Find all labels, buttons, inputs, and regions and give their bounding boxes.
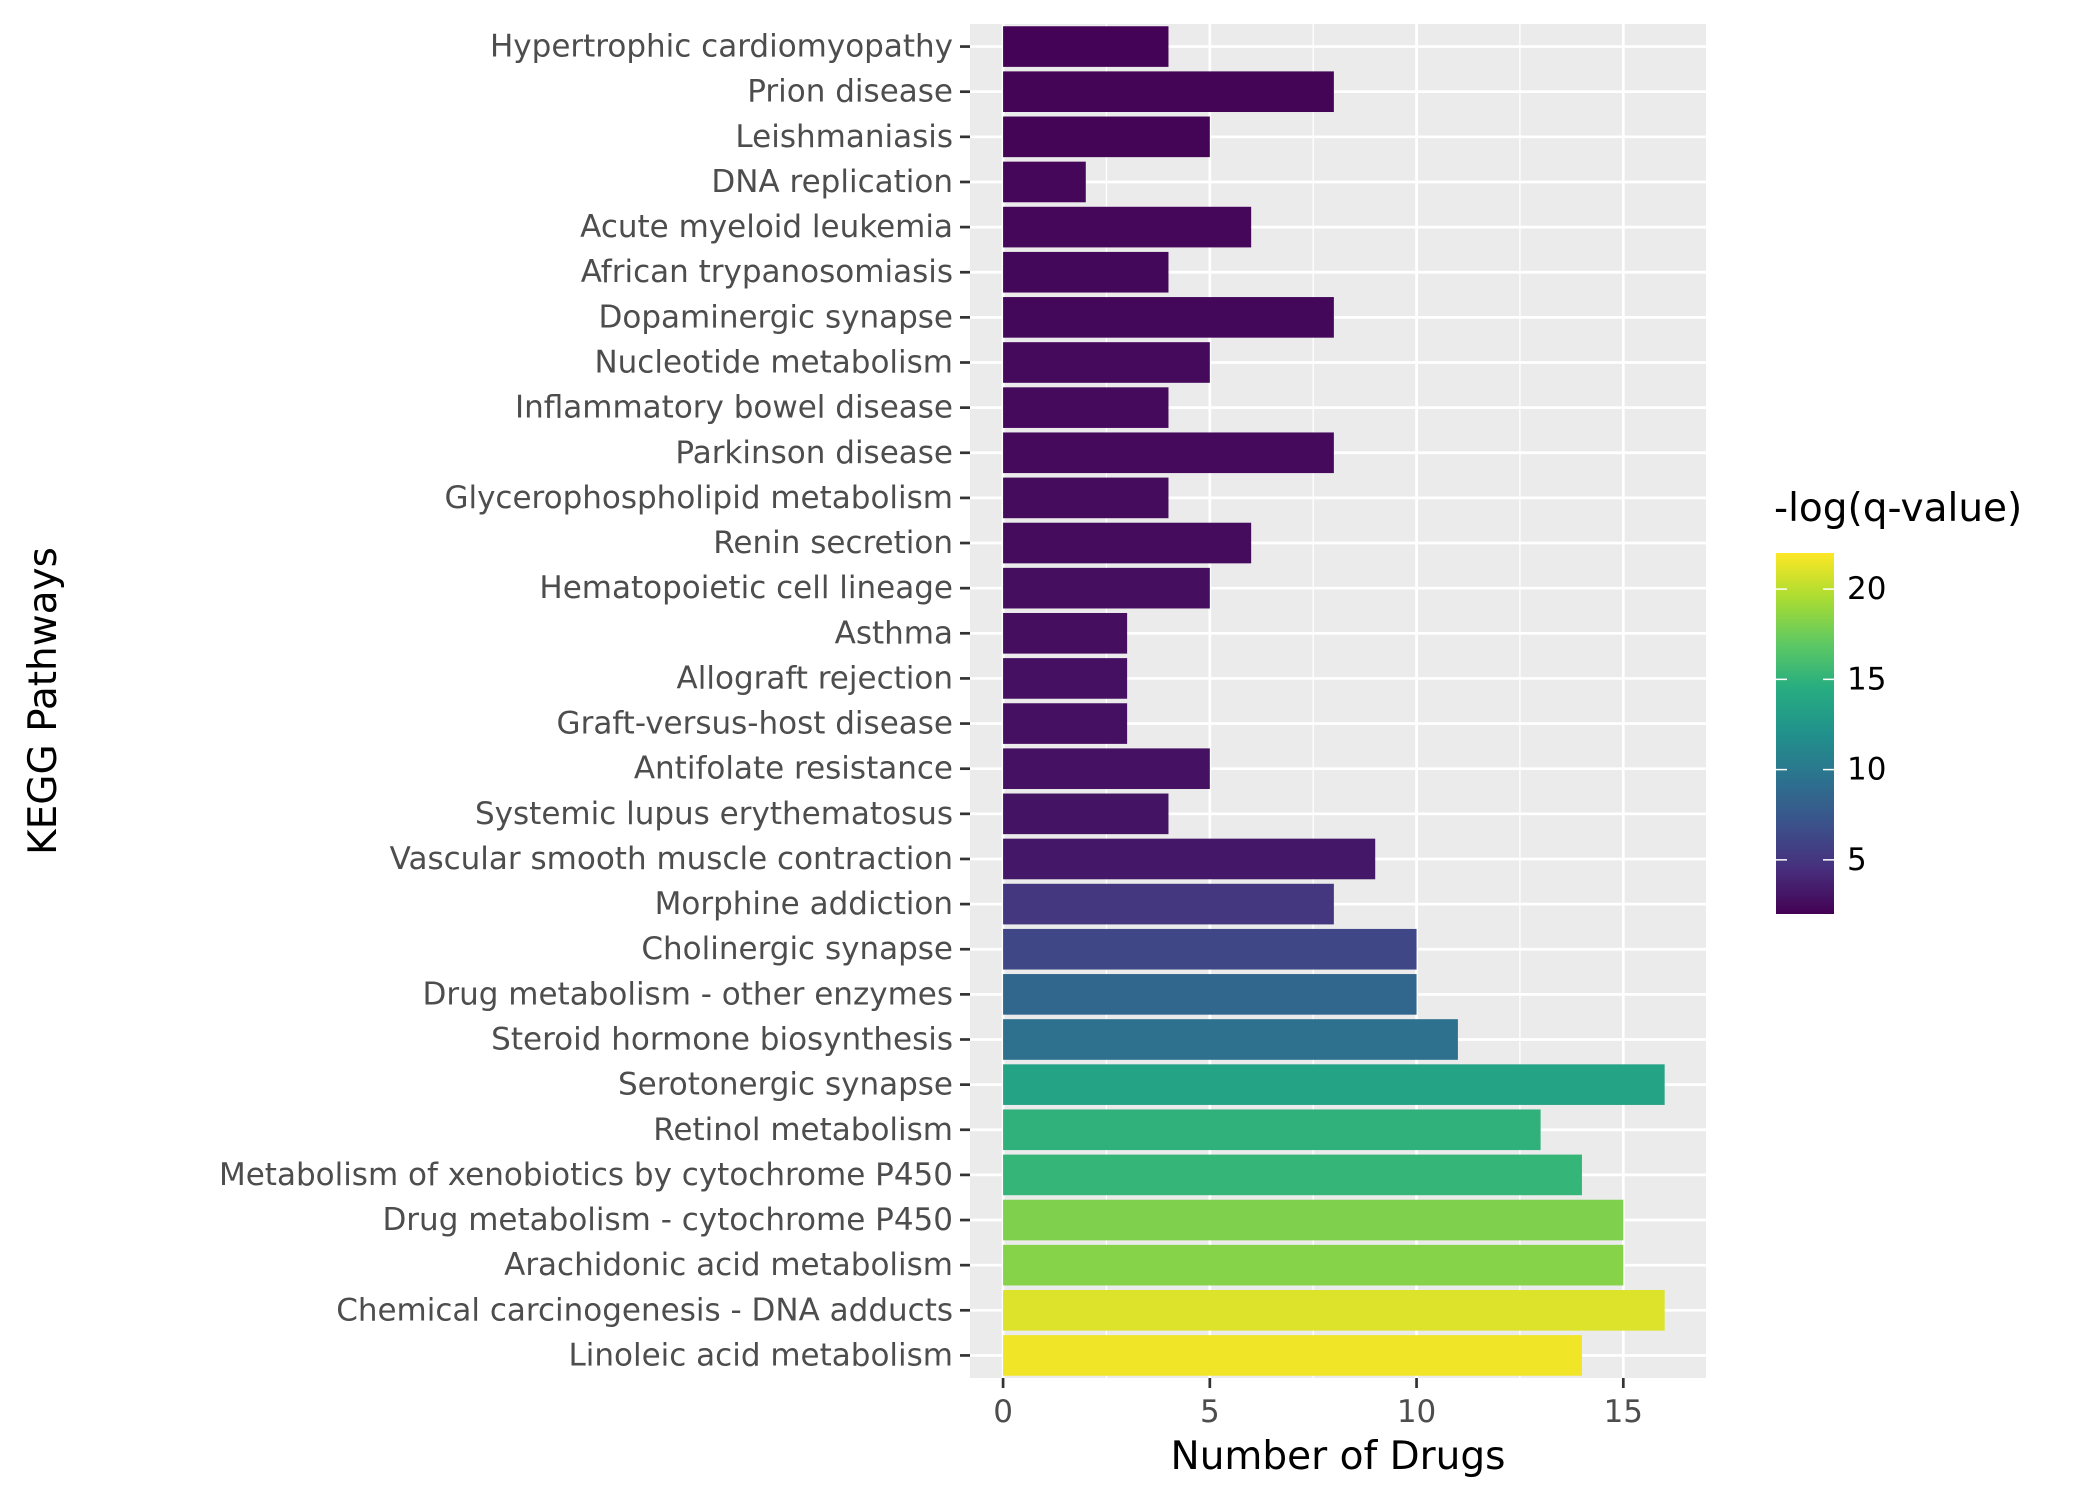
y-tick-label: DNA replication — [711, 164, 953, 200]
legend-title: -log(q-value) — [1774, 486, 2022, 531]
y-tick-label: Graft-versus-host disease — [557, 706, 953, 742]
y-tick-label: Leishmaniasis — [735, 119, 953, 155]
y-tick-label: Parkinson disease — [675, 435, 953, 471]
y-tick-label: Drug metabolism - cytochrome P450 — [382, 1202, 953, 1238]
x-tick-label: 10 — [1397, 1394, 1436, 1430]
y-tick-label: Prion disease — [747, 74, 953, 110]
y-tick-label: Vascular smooth muscle contraction — [390, 841, 953, 877]
bar — [1003, 658, 1128, 699]
y-axis-title: KEGG Pathways — [21, 547, 66, 855]
legend-tick-label: 15 — [1847, 661, 1886, 697]
y-tick-label: Acute myeloid leukemia — [580, 209, 953, 245]
legend-tick-label: 20 — [1847, 571, 1886, 607]
bar — [1003, 1199, 1624, 1241]
bar — [1003, 1244, 1624, 1286]
x-axis-title: Number of Drugs — [1171, 1434, 1506, 1479]
bar — [1003, 1154, 1582, 1196]
bar — [1003, 1289, 1665, 1331]
x-tick-label: 0 — [993, 1394, 1013, 1430]
bar — [1003, 1019, 1458, 1060]
bar — [1003, 612, 1128, 654]
bar — [1003, 342, 1210, 383]
bar — [1003, 793, 1169, 835]
y-tick-label: Linoleic acid metabolism — [568, 1337, 953, 1373]
bar — [1003, 1335, 1582, 1376]
y-tick-label: Hematopoietic cell lineage — [539, 570, 953, 606]
bar — [1003, 1109, 1541, 1151]
y-tick-label: Nucleotide metabolism — [594, 345, 953, 381]
bar — [1003, 477, 1169, 519]
y-tick-label: Arachidonic acid metabolism — [504, 1247, 953, 1283]
bar — [1003, 206, 1252, 248]
legend-tick-label: 5 — [1847, 842, 1867, 878]
legend-tick-label: 10 — [1847, 752, 1886, 788]
bar — [1003, 522, 1252, 564]
y-tick-label: Allograft rejection — [677, 660, 953, 696]
y-tick-label: Retinol metabolism — [653, 1112, 953, 1148]
bar — [1003, 387, 1169, 428]
y-tick-label: Renin secretion — [713, 525, 953, 561]
bar — [1003, 161, 1086, 203]
y-tick-label: Serotonergic synapse — [618, 1067, 953, 1103]
y-tick-label: Systemic lupus erythematosus — [475, 796, 953, 832]
y-tick-label: African trypanosomiasis — [581, 254, 953, 290]
bar — [1003, 928, 1417, 970]
bar — [1003, 251, 1169, 293]
bar — [1003, 1064, 1665, 1105]
y-tick-label: Steroid hormone biosynthesis — [491, 1022, 953, 1058]
bar — [1003, 297, 1334, 338]
x-axis: 0 5 10 15 — [993, 1378, 1643, 1430]
bar — [1003, 748, 1210, 790]
y-tick-label: Drug metabolism - other enzymes — [422, 976, 953, 1012]
bar — [1003, 116, 1210, 158]
bar — [1003, 974, 1417, 1015]
y-tick-label: Asthma — [835, 615, 953, 651]
y-tick-label: Cholinergic synapse — [641, 931, 953, 967]
bar — [1003, 71, 1334, 113]
bar — [1003, 838, 1376, 880]
bar — [1003, 883, 1334, 925]
bar — [1003, 432, 1334, 474]
y-tick-label: Inflammatory bowel disease — [515, 390, 953, 426]
bar — [1003, 703, 1128, 744]
plot-panel — [970, 24, 1706, 1378]
bar — [1003, 567, 1210, 609]
y-tick-label: Chemical carcinogenesis - DNA adducts — [336, 1292, 953, 1328]
y-tick-label: Antifolate resistance — [634, 751, 953, 787]
y-tick-label: Dopaminergic synapse — [599, 299, 953, 335]
y-tick-label: Metabolism of xenobiotics by cytochrome … — [219, 1157, 953, 1193]
y-axis: Hypertrophic cardiomyopathy Prion disease… — [219, 29, 970, 1373]
panel-background — [970, 24, 1706, 1378]
x-tick-label: 15 — [1604, 1394, 1643, 1430]
legend: -log(q-value) 5 10 15 20 — [1774, 486, 2022, 914]
bar — [1003, 26, 1169, 67]
bars — [1003, 26, 1665, 1376]
y-tick-label: Hypertrophic cardiomyopathy — [490, 29, 953, 65]
x-tick-label: 5 — [1200, 1394, 1220, 1430]
y-tick-label: Morphine addiction — [655, 886, 953, 922]
y-tick-label: Glycerophospholipid metabolism — [444, 480, 953, 516]
legend-colorbar — [1776, 553, 1834, 914]
